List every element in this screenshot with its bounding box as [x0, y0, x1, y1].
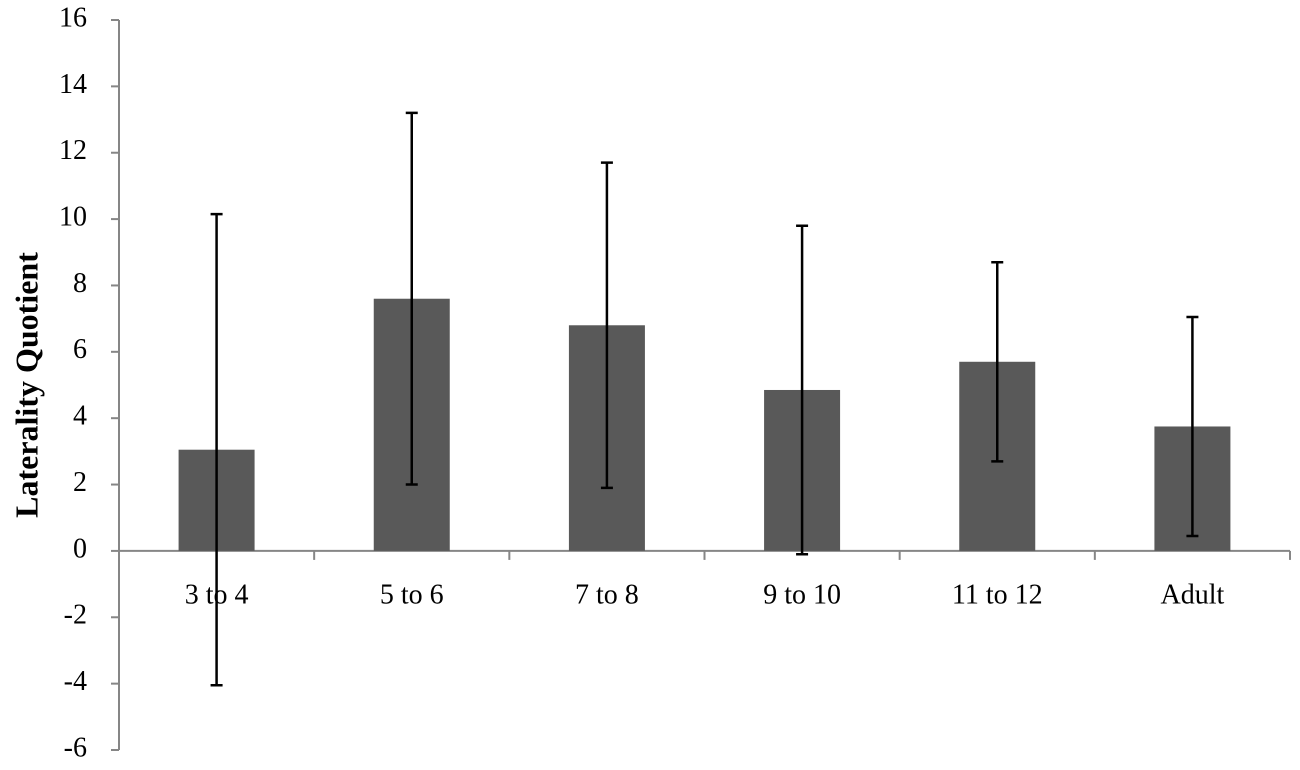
error-bar: [1186, 315, 1199, 538]
y-tick-label: 4: [73, 401, 87, 432]
error-bar: [405, 111, 418, 486]
y-tick-label: 2: [73, 467, 87, 498]
y-tick-label: 0: [73, 533, 87, 564]
y-tick-label: 8: [73, 268, 87, 299]
error-bar: [796, 224, 809, 556]
y-axis-title: Laterality Quotient: [8, 252, 44, 518]
x-tick-label: Adult: [1161, 579, 1225, 610]
y-tick-label: 16: [59, 2, 87, 33]
y-tick-label: 14: [59, 69, 87, 100]
y-tick-label: -6: [64, 732, 87, 763]
x-tick-label: 9 to 10: [763, 579, 841, 610]
y-tick-label: 12: [59, 135, 87, 166]
y-tick-label: -4: [64, 666, 87, 697]
y-tick-label: 6: [73, 334, 87, 365]
error-bar: [210, 212, 223, 687]
x-tick-label: 5 to 6: [380, 579, 444, 610]
x-tick-label: 11 to 12: [952, 579, 1043, 610]
y-tick-label: -2: [64, 600, 87, 631]
x-tick-label: 7 to 8: [575, 579, 639, 610]
error-bar: [600, 161, 613, 490]
y-tick-label: 10: [59, 202, 87, 233]
error-bar: [991, 260, 1004, 463]
